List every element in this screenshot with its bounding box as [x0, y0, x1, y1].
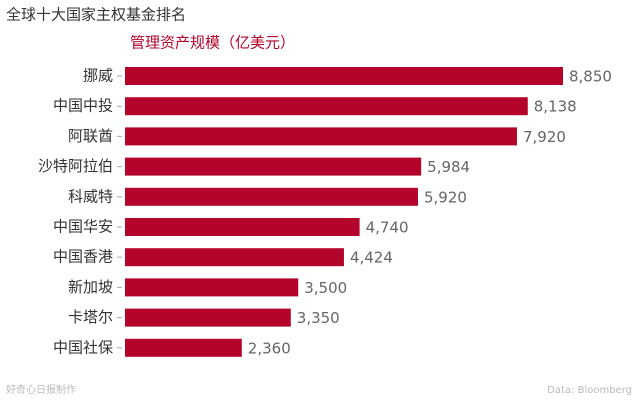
chart-subtitle: 管理资产规模（亿美元）: [130, 34, 295, 52]
chart-title: 全球十大国家主权基金排名: [6, 6, 186, 24]
bar: [125, 338, 242, 357]
source: Data: Bloomberg: [547, 385, 632, 396]
bar: [125, 218, 360, 236]
value-label: 3,500: [304, 279, 347, 297]
category-label: 中国香港: [53, 248, 113, 266]
bar: [125, 248, 344, 267]
bar: [125, 157, 422, 176]
category-label: 中国华安: [53, 218, 113, 236]
value-label: 8,138: [534, 98, 577, 116]
category-label: 中国社保: [53, 338, 113, 356]
value-label: 8,850: [569, 68, 612, 86]
bar: [125, 278, 299, 297]
value-label: 5,984: [427, 158, 470, 176]
category-label: 卡塔尔: [68, 308, 113, 326]
value-label: 4,424: [350, 249, 393, 267]
category-label: 阿联酋: [68, 127, 113, 145]
category-label: 新加坡: [68, 278, 113, 296]
category-label: 挪威: [83, 67, 113, 85]
bar: [125, 67, 563, 85]
category-label: 中国中投: [53, 97, 113, 115]
category-label: 沙特阿拉伯: [38, 157, 113, 175]
bar: [125, 187, 418, 206]
value-label: 4,740: [366, 219, 409, 237]
category-label: 科威特: [68, 187, 113, 205]
value-label: 3,350: [297, 309, 340, 327]
value-label: 2,360: [248, 339, 291, 357]
bar: [125, 127, 517, 146]
credit: 好奇心日报制作: [6, 383, 76, 396]
bar: [125, 97, 528, 116]
value-label: 7,920: [523, 128, 566, 146]
bar: [125, 308, 291, 327]
value-label: 5,920: [424, 188, 467, 206]
